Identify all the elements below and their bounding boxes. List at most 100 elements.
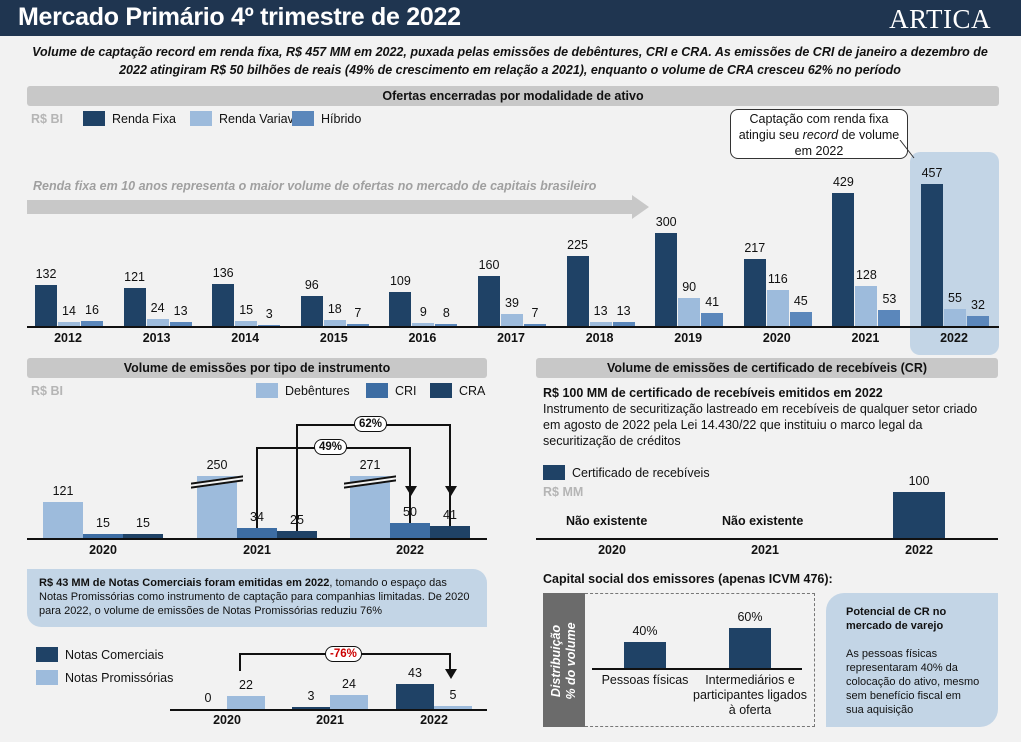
bar-2022-2 bbox=[430, 525, 470, 538]
data-label: 40% bbox=[632, 623, 658, 638]
data-label: 13 bbox=[173, 303, 188, 318]
x-tick-label: 2020 bbox=[213, 713, 241, 727]
x-tick-label: 2022 bbox=[905, 543, 933, 557]
arrow-shape bbox=[27, 195, 649, 219]
potencial-box: Potencial de CR no mercado de varejo As … bbox=[826, 593, 998, 727]
bar-2022-0 bbox=[921, 183, 943, 326]
x-tick-label: 2020 bbox=[89, 543, 117, 557]
side-label: % do volume bbox=[564, 622, 578, 700]
bar-capital-1 bbox=[729, 628, 771, 668]
side-label: Distribuição bbox=[549, 624, 563, 698]
bar-2020-1 bbox=[83, 533, 123, 538]
data-label: 7 bbox=[531, 305, 539, 320]
bar-2014-1 bbox=[235, 321, 258, 326]
bar-2020-2 bbox=[123, 533, 163, 538]
data-label: 15 bbox=[96, 515, 110, 530]
cr-headline: R$ 100 MM de certificado de recebíveis e… bbox=[543, 386, 883, 400]
callout-pointer bbox=[899, 140, 915, 159]
bar-2022-0 bbox=[396, 684, 434, 709]
unit-label: R$ BI bbox=[31, 384, 63, 398]
x-tick-label: 2021 bbox=[243, 543, 271, 557]
legend-debentures: Debêntures bbox=[256, 383, 350, 398]
data-label: 15 bbox=[136, 515, 150, 530]
data-label: 43 bbox=[408, 666, 422, 681]
header-bar: Mercado Primário 4º trimestre de 2022 AR… bbox=[0, 0, 1021, 36]
data-label: 0 bbox=[204, 691, 212, 705]
legend-renda-variavel: Renda Variavel bbox=[190, 111, 304, 126]
arrow-head bbox=[445, 669, 457, 679]
data-label: 3 bbox=[307, 689, 315, 704]
data-label: 136 bbox=[212, 265, 234, 280]
data-label: 250 bbox=[206, 458, 228, 472]
bar-2019-1 bbox=[678, 298, 701, 326]
data-label: 39 bbox=[505, 295, 519, 310]
data-label: 22 bbox=[239, 678, 253, 693]
legend-notas-promissorias: Notas Promissórias bbox=[36, 670, 173, 685]
bar-2017-0 bbox=[478, 276, 500, 326]
x-tick-label: 2022 bbox=[396, 543, 424, 557]
x-tick-label: 2018 bbox=[585, 331, 614, 345]
bar-2012-0 bbox=[35, 284, 57, 326]
legend-renda-fixa: Renda Fixa bbox=[83, 111, 176, 126]
logo: ARTICA bbox=[889, 4, 991, 34]
data-label: 5 bbox=[449, 688, 457, 703]
page-title: Mercado Primário 4º trimestre de 2022 bbox=[18, 3, 461, 31]
data-label: 8 bbox=[442, 305, 450, 320]
bar-2016-1 bbox=[412, 323, 435, 326]
bar-2021-0 bbox=[292, 707, 330, 709]
data-label: 132 bbox=[35, 266, 57, 281]
arrow-text: Renda fixa em 10 anos representa o maior… bbox=[33, 179, 597, 193]
data-label: 217 bbox=[744, 240, 766, 255]
legend-label: Renda Fixa bbox=[112, 111, 176, 126]
x-tick-label: 2021 bbox=[851, 331, 880, 345]
bar-2021-2 bbox=[277, 530, 317, 538]
category-label: Pessoas físicas bbox=[601, 673, 689, 687]
bar-2016-0 bbox=[389, 292, 412, 326]
x-axis bbox=[592, 668, 802, 670]
bar-2020-0 bbox=[43, 501, 83, 538]
bar-2013-2 bbox=[169, 321, 192, 326]
data-label: 50 bbox=[403, 505, 417, 519]
legend-cri: CRI bbox=[366, 383, 417, 398]
notes-info-box: R$ 43 MM de Notas Comerciais foram emiti… bbox=[27, 569, 487, 627]
bar-2018-0 bbox=[566, 256, 589, 326]
bar-2020-1 bbox=[227, 696, 265, 709]
x-tick-label: 2022 bbox=[420, 713, 448, 727]
data-label: 121 bbox=[124, 270, 146, 285]
x-tick-label: 2020 bbox=[762, 331, 791, 345]
bar-2020-0 bbox=[743, 258, 766, 326]
side-label-bar: Distribuição% do volume bbox=[543, 593, 585, 727]
bar-2022-1 bbox=[390, 523, 430, 538]
bar-2019-0 bbox=[655, 232, 678, 326]
data-label: 45 bbox=[793, 294, 808, 308]
data-label: 116 bbox=[767, 271, 788, 286]
bar-cr-2022 bbox=[893, 492, 945, 538]
legend-swatch bbox=[83, 111, 105, 126]
data-label: 121 bbox=[52, 483, 74, 498]
x-tick-label: 2019 bbox=[674, 331, 703, 345]
bar-2021-1 bbox=[855, 286, 878, 326]
change-badge: -76% bbox=[325, 646, 362, 662]
capital-title: Capital social dos emissores (apenas ICV… bbox=[543, 572, 833, 586]
data-label: 25 bbox=[290, 512, 304, 527]
x-tick-label: 2020 bbox=[598, 543, 626, 557]
capital-chart-frame bbox=[585, 593, 815, 727]
data-label: 34 bbox=[250, 509, 264, 524]
x-tick-label: 2017 bbox=[497, 331, 525, 345]
bar-capital-0 bbox=[624, 641, 666, 668]
legend-cra: CRA bbox=[430, 383, 485, 398]
bar-2022-1 bbox=[434, 706, 472, 709]
unit-label: R$ MM bbox=[543, 485, 584, 499]
x-tick-label: 2015 bbox=[319, 331, 348, 345]
data-label: 429 bbox=[832, 174, 854, 189]
cr-description: Instrumento de securitização lastreado e… bbox=[543, 402, 978, 448]
data-label: 128 bbox=[855, 268, 877, 283]
growth-cri-badge: 49% bbox=[314, 439, 348, 455]
x-tick-label: 2016 bbox=[408, 331, 437, 345]
x-tick-label: 2014 bbox=[231, 331, 260, 345]
bar-2018-1 bbox=[589, 321, 612, 326]
legend-swatch bbox=[292, 111, 314, 126]
data-label: 3 bbox=[265, 307, 273, 322]
bar-2013-1 bbox=[146, 318, 169, 326]
x-tick-label: 2021 bbox=[316, 713, 344, 727]
